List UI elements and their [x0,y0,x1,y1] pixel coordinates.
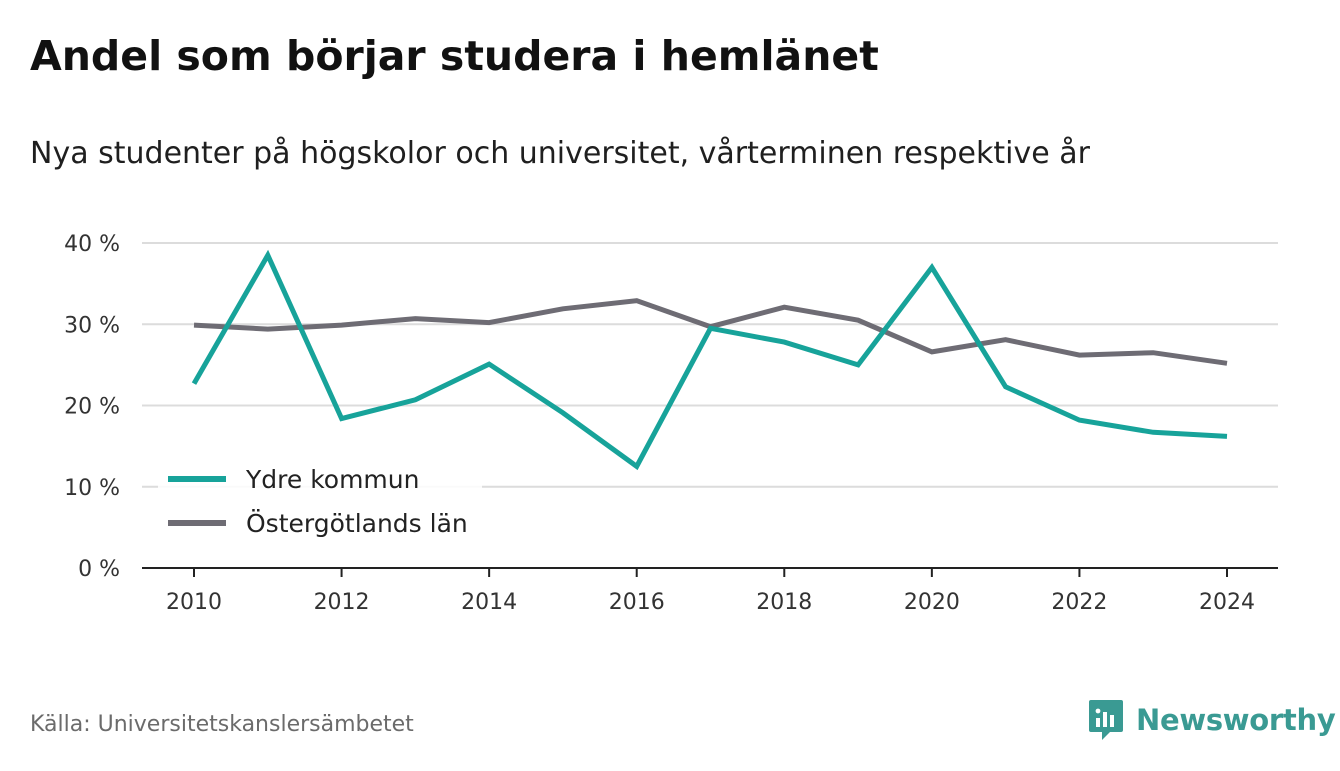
legend: Ydre kommun Östergötlands län [158,456,482,552]
chart-subtitle: Nya studenter på högskolor och universit… [30,136,1090,171]
brand-logo: Newsworthy [1088,698,1336,742]
legend-label: Ydre kommun [245,465,419,494]
y-tick-label: 10 % [64,476,120,501]
source-note: Källa: Universitetskanslersämbetet [30,712,414,737]
series-line-0 [191,249,1228,471]
x-tick-label: 2014 [461,590,517,615]
x-tick-label: 2016 [609,590,665,615]
x-tick-label: 2022 [1051,590,1107,615]
x-tick-label: 2018 [756,590,812,615]
chart-title: Andel som börjar studera i hemlänet [30,32,879,80]
x-tick-label: 2010 [166,590,222,615]
y-tick-label: 20 % [64,395,120,420]
bar-chart-speech-bubble-icon [1089,700,1123,740]
brand-name: Newsworthy [1136,703,1336,737]
y-axis-ticks: 0 % 10 % 20 % 30 % 40 % [64,232,120,582]
x-tick-label: 2012 [314,590,370,615]
grid-lines [142,242,1278,488]
y-tick-label: 0 % [78,557,120,582]
series-lines [191,249,1228,471]
x-axis-ticks: 2010 2012 2014 2016 2018 2020 2022 2024 [166,568,1255,615]
y-tick-label: 30 % [64,313,120,338]
y-tick-label: 40 % [64,232,120,257]
legend-label: Östergötlands län [246,509,468,538]
x-tick-label: 2020 [904,590,960,615]
x-tick-label: 2024 [1199,590,1255,615]
legend-background [158,456,482,552]
